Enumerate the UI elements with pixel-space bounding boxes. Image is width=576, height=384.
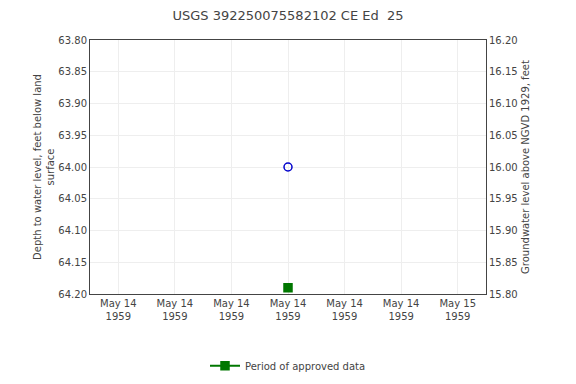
svg-text:May 141959: May 141959 [270, 298, 307, 322]
svg-text:64.10: 64.10 [58, 225, 87, 236]
svg-text:63.90: 63.90 [58, 98, 87, 109]
svg-text:Period of approved data: Period of approved data [245, 361, 365, 372]
svg-text:Depth to water level, feet bel: Depth to water level, feet below landsur… [32, 74, 56, 260]
svg-text:May 141959: May 141959 [157, 298, 194, 322]
svg-text:64.15: 64.15 [58, 257, 87, 268]
svg-text:16.20: 16.20 [489, 35, 518, 46]
svg-text:16.10: 16.10 [489, 98, 518, 109]
svg-text:May 141959: May 141959 [100, 298, 137, 322]
svg-text:15.95: 15.95 [489, 193, 518, 204]
svg-text:63.95: 63.95 [58, 130, 87, 141]
svg-text:63.85: 63.85 [58, 66, 87, 77]
svg-text:64.20: 64.20 [58, 289, 87, 300]
svg-text:64.00: 64.00 [58, 162, 87, 173]
svg-text:16.15: 16.15 [489, 66, 518, 77]
svg-text:15.90: 15.90 [489, 225, 518, 236]
svg-text:15.85: 15.85 [489, 257, 518, 268]
svg-text:16.05: 16.05 [489, 130, 518, 141]
svg-text:64.05: 64.05 [58, 193, 87, 204]
svg-text:15.80: 15.80 [489, 289, 518, 300]
svg-text:May 141959: May 141959 [383, 298, 420, 322]
svg-text:May 151959: May 151959 [439, 298, 476, 322]
svg-text:USGS 392250075582102 CE Ed 25: USGS 392250075582102 CE Ed 25 [172, 8, 403, 23]
svg-text:63.80: 63.80 [58, 35, 87, 46]
svg-text:May 141959: May 141959 [213, 298, 250, 322]
svg-text:16.00: 16.00 [489, 162, 518, 173]
svg-text:May 141959: May 141959 [326, 298, 363, 322]
svg-text:Groundwater level above NGVD 1: Groundwater level above NGVD 1929, feet [520, 60, 531, 274]
